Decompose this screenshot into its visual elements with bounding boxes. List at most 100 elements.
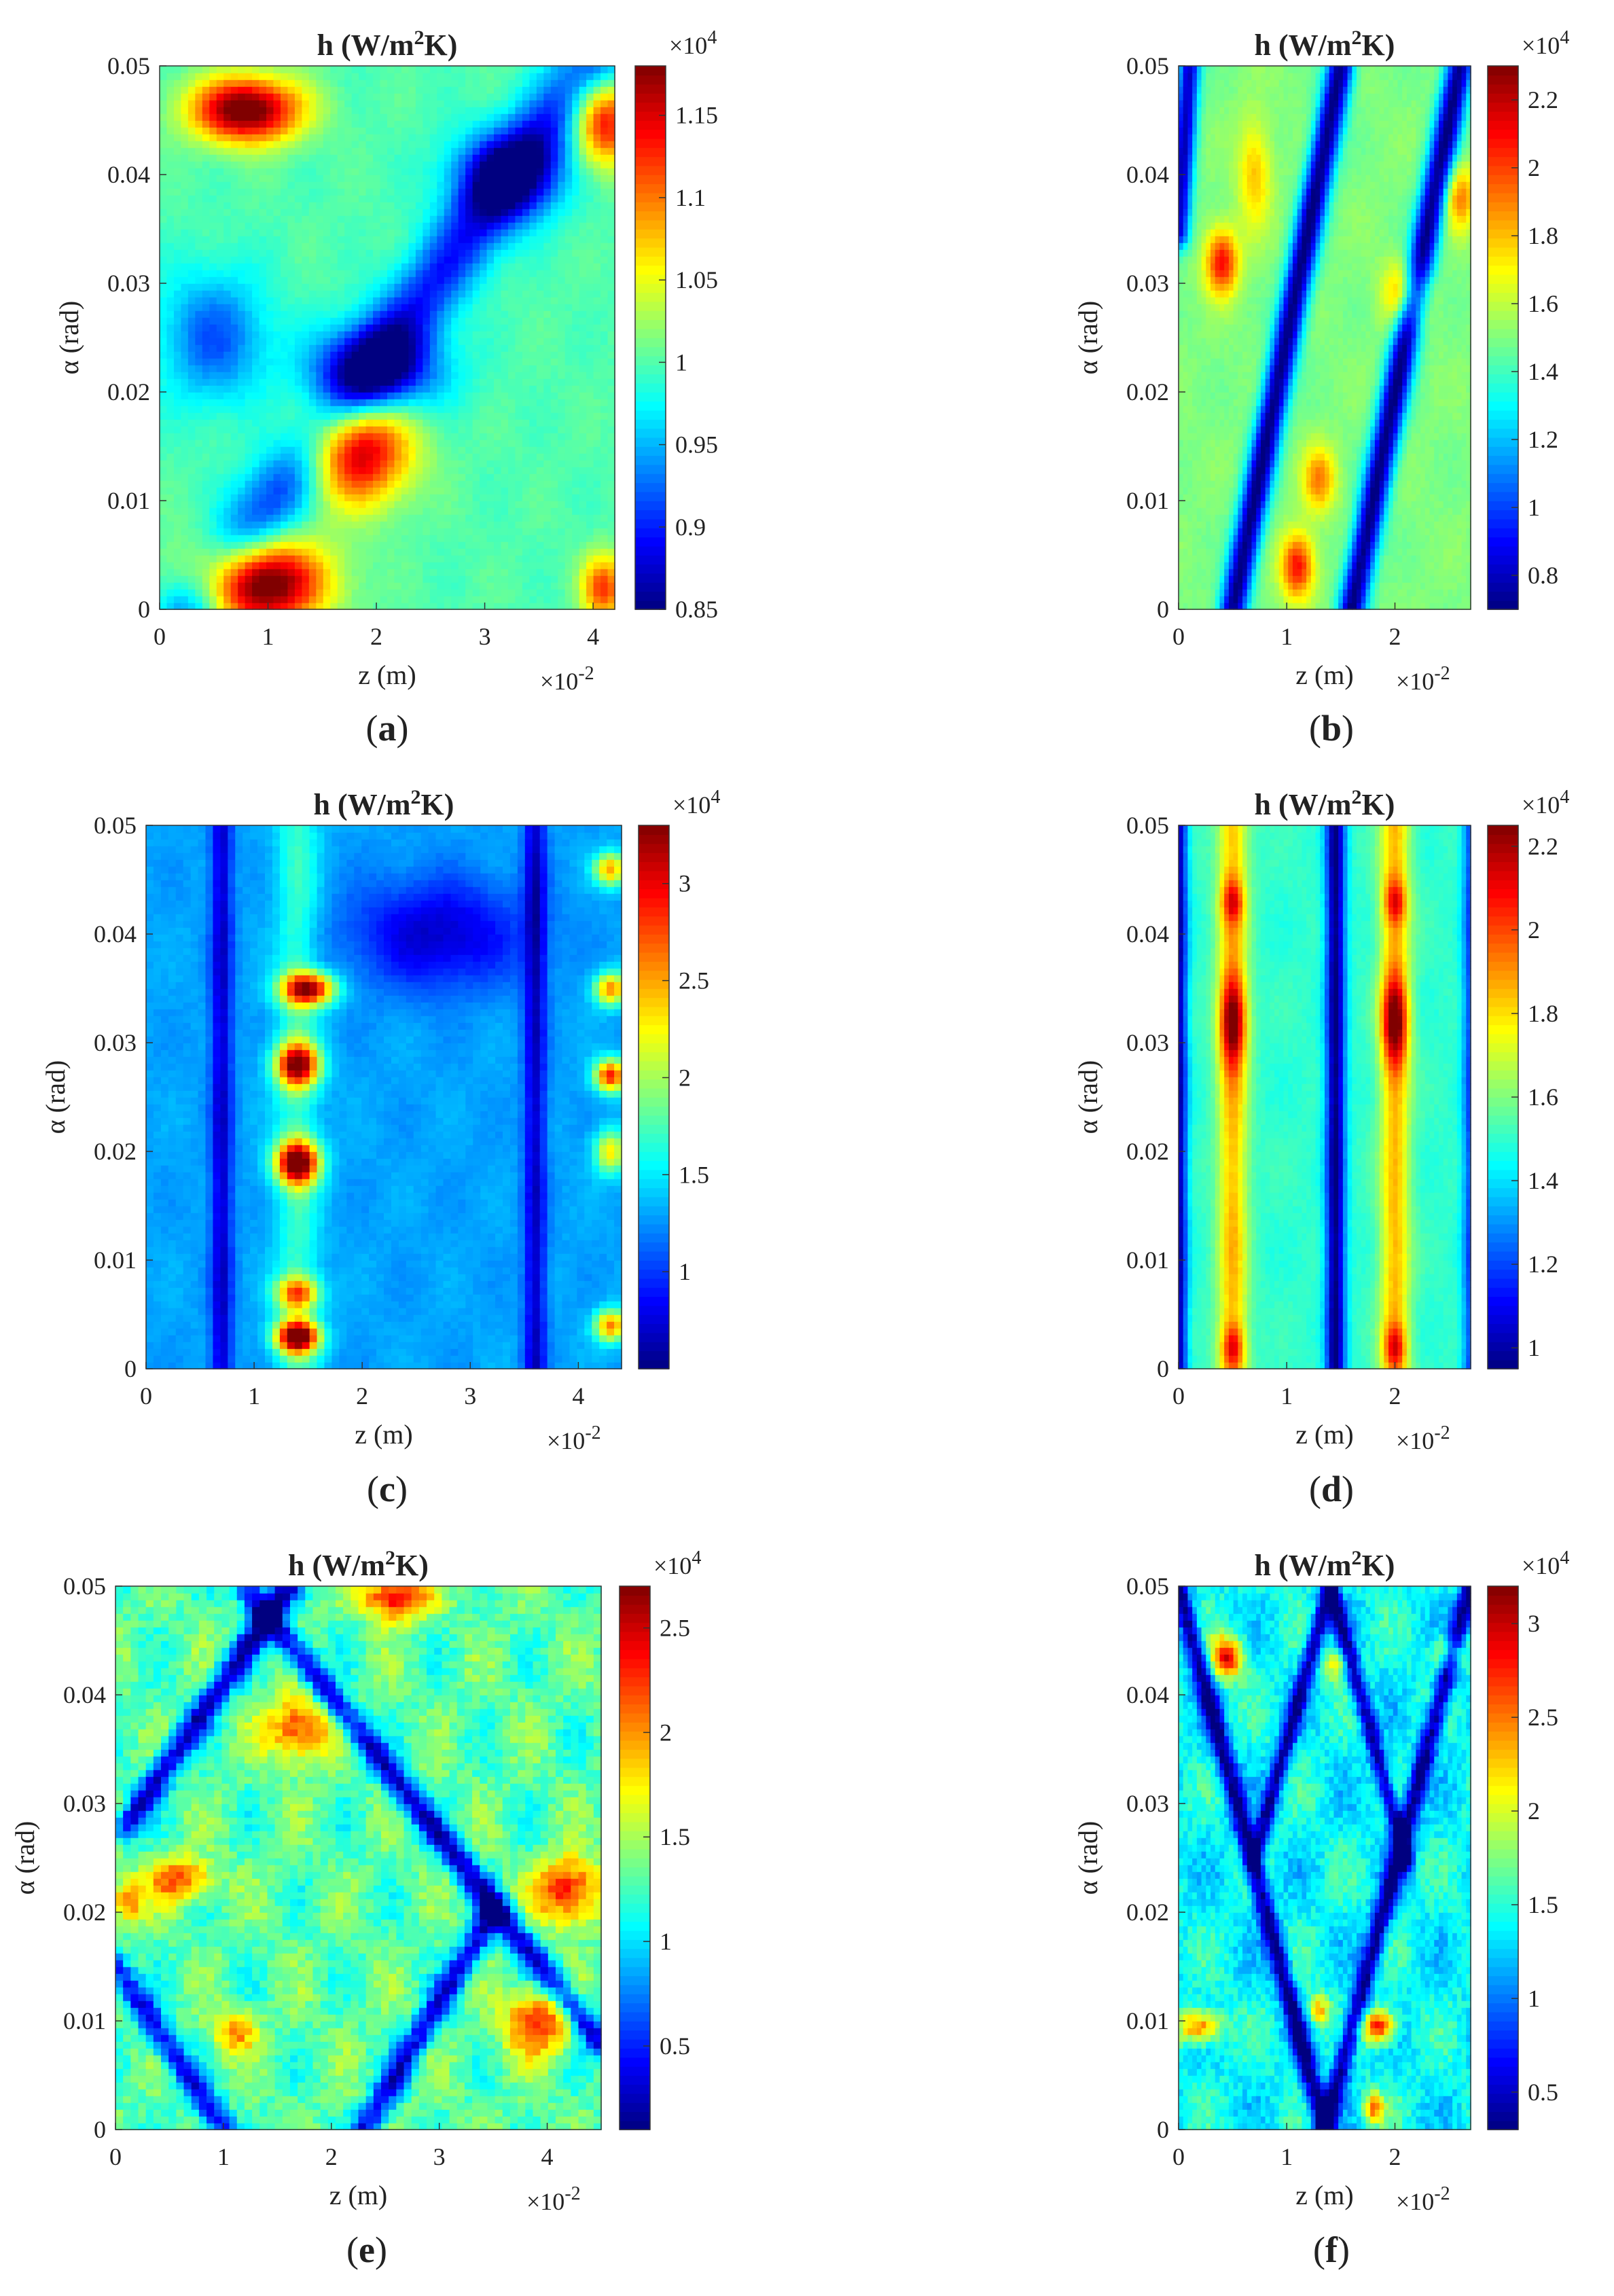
heatmap-cell [266, 188, 274, 196]
heatmap-cell [437, 154, 444, 162]
heatmap-cell [451, 453, 459, 461]
heatmap-cell [323, 256, 331, 264]
heatmap-cell [223, 480, 231, 488]
heatmap-cell [195, 202, 202, 209]
heatmap-cell [330, 175, 338, 182]
heatmap-cell [316, 236, 323, 243]
heatmap-cell [174, 229, 181, 236]
heatmap-cell [295, 412, 302, 420]
heatmap-cell [281, 338, 288, 345]
heatmap-cell [338, 562, 345, 569]
heatmap-cell [259, 249, 267, 257]
heatmap-cell [316, 555, 323, 562]
heatmap-cell [408, 521, 416, 528]
heatmap-cell [245, 399, 253, 406]
heatmap-cell [274, 535, 281, 542]
heatmap-cell [259, 562, 267, 569]
heatmap-cell [238, 66, 245, 73]
heatmap-cell [352, 310, 359, 318]
heatmap-cell [330, 304, 338, 311]
heatmap-cell [380, 406, 388, 413]
heatmap-cell [281, 93, 288, 101]
heatmap-cell [451, 229, 459, 236]
heatmap-cell [309, 473, 317, 481]
heatmap-cell [416, 541, 423, 549]
heatmap-cell [287, 202, 295, 209]
heatmap-cell [338, 297, 345, 304]
heatmap-cell [274, 378, 281, 386]
heatmap-cell [274, 324, 281, 331]
heatmap-cell [302, 467, 309, 474]
heatmap-cell [430, 480, 437, 488]
heatmap-cell [352, 93, 359, 101]
heatmap-cell [451, 358, 459, 365]
heatmap-cell [394, 276, 401, 284]
heatmap-cell [174, 222, 181, 230]
heatmap-cell [309, 304, 317, 311]
heatmap-cell [323, 392, 331, 399]
heatmap-cell [174, 453, 181, 461]
heatmap-cell [330, 514, 338, 522]
heatmap-cell [366, 270, 374, 277]
heatmap-cell [160, 229, 167, 236]
heatmap-cell [174, 317, 181, 325]
heatmap-cell [259, 127, 267, 134]
heatmap-cell [437, 331, 444, 338]
heatmap-cell [217, 331, 224, 338]
heatmap-cell [245, 507, 253, 515]
heatmap-cell [437, 541, 444, 549]
heatmap-cell [259, 399, 267, 406]
heatmap-cell [287, 141, 295, 148]
heatmap-cell [359, 467, 366, 474]
heatmap-cell [316, 161, 323, 168]
heatmap-cell [330, 256, 338, 264]
heatmap-cell [394, 113, 401, 121]
heatmap-cell [430, 344, 437, 352]
heatmap-cell [330, 344, 338, 352]
heatmap-cell [259, 541, 267, 549]
heatmap-cell [359, 175, 366, 182]
heatmap-cell [366, 372, 374, 379]
heatmap-cell [245, 154, 253, 162]
heatmap-cell [223, 562, 231, 569]
heatmap-cell [287, 181, 295, 189]
heatmap-cell [430, 249, 437, 257]
heatmap-cell [437, 310, 444, 318]
heatmap-cell [338, 541, 345, 549]
heatmap-cell [259, 168, 267, 175]
heatmap-cell [181, 134, 188, 141]
heatmap-cell [366, 467, 374, 474]
heatmap-cell [181, 188, 188, 196]
heatmap-cell [166, 181, 174, 189]
heatmap-cell [259, 243, 267, 250]
heatmap-cell [323, 310, 331, 318]
heatmap-cell [188, 351, 196, 359]
heatmap-cell [266, 263, 274, 270]
heatmap-cell [295, 575, 302, 583]
heatmap-cell [259, 120, 267, 128]
heatmap-cell [465, 358, 473, 365]
heatmap-cell [423, 181, 430, 189]
heatmap-cell [416, 501, 423, 508]
heatmap-cell [323, 344, 331, 352]
heatmap-cell [394, 120, 401, 128]
heatmap-cell [181, 93, 188, 101]
heatmap-cell [217, 582, 224, 590]
heatmap-cell [459, 358, 466, 365]
heatmap-cell [166, 134, 174, 141]
heatmap-cell [451, 181, 459, 189]
heatmap-cell [330, 107, 338, 114]
heatmap-cell [174, 236, 181, 243]
heatmap-cell [181, 317, 188, 325]
heatmap-cell [437, 548, 444, 556]
heatmap-cell [423, 440, 430, 447]
heatmap-cell [245, 494, 253, 501]
heatmap-cell [266, 562, 274, 569]
heatmap-cell [231, 487, 238, 495]
heatmap-cell [160, 120, 167, 128]
heatmap-cell [252, 460, 259, 467]
heatmap-cell [209, 433, 217, 440]
heatmap-cell [209, 236, 217, 243]
heatmap-cell [344, 372, 352, 379]
heatmap-cell [202, 188, 210, 196]
